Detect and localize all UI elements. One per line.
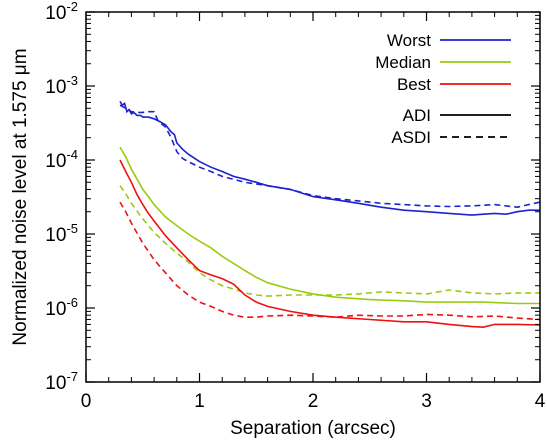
y-tick-label: 10-2	[45, 0, 78, 24]
legend-label-asdi: ASDI	[391, 128, 431, 147]
x-tick-label: 1	[194, 391, 205, 412]
legend-label-best: Best	[397, 75, 431, 94]
series-line-best-asdi	[119, 201, 541, 321]
y-tick-label: 10-7	[45, 369, 78, 394]
series-line-worst-adi	[119, 100, 540, 216]
plot-lines	[119, 100, 541, 329]
axis-tick-labels: 0 1 2 3 4 10-7 10-6 10-5 10-4 10-3 10-2	[45, 0, 545, 412]
x-tick-label: 2	[308, 391, 319, 412]
legend-label-worst: Worst	[387, 31, 431, 50]
x-tick-label: 0	[81, 391, 92, 412]
series-line-worst-asdi	[119, 104, 541, 209]
series-line-best-adi	[119, 159, 541, 329]
y-tick-label: 10-4	[45, 147, 78, 172]
series-line-median-adi	[119, 146, 540, 305]
axis-ticks	[85, 11, 541, 383]
y-tick-label: 10-6	[45, 295, 78, 320]
x-axis-label: Separation (arcsec)	[230, 418, 396, 439]
y-tick-label: 10-3	[45, 73, 78, 98]
x-tick-label: 3	[421, 391, 432, 412]
series-line-median-asdi	[119, 185, 540, 297]
legend-label-median: Median	[375, 53, 431, 72]
x-tick-label: 4	[535, 391, 546, 412]
legend: Worst Median Best ADI ASDI	[375, 31, 511, 147]
y-axis-label: Normalized noise level at 1.575 μm	[10, 48, 31, 345]
y-tick-label: 10-5	[45, 221, 78, 246]
legend-label-adi: ADI	[403, 106, 431, 125]
